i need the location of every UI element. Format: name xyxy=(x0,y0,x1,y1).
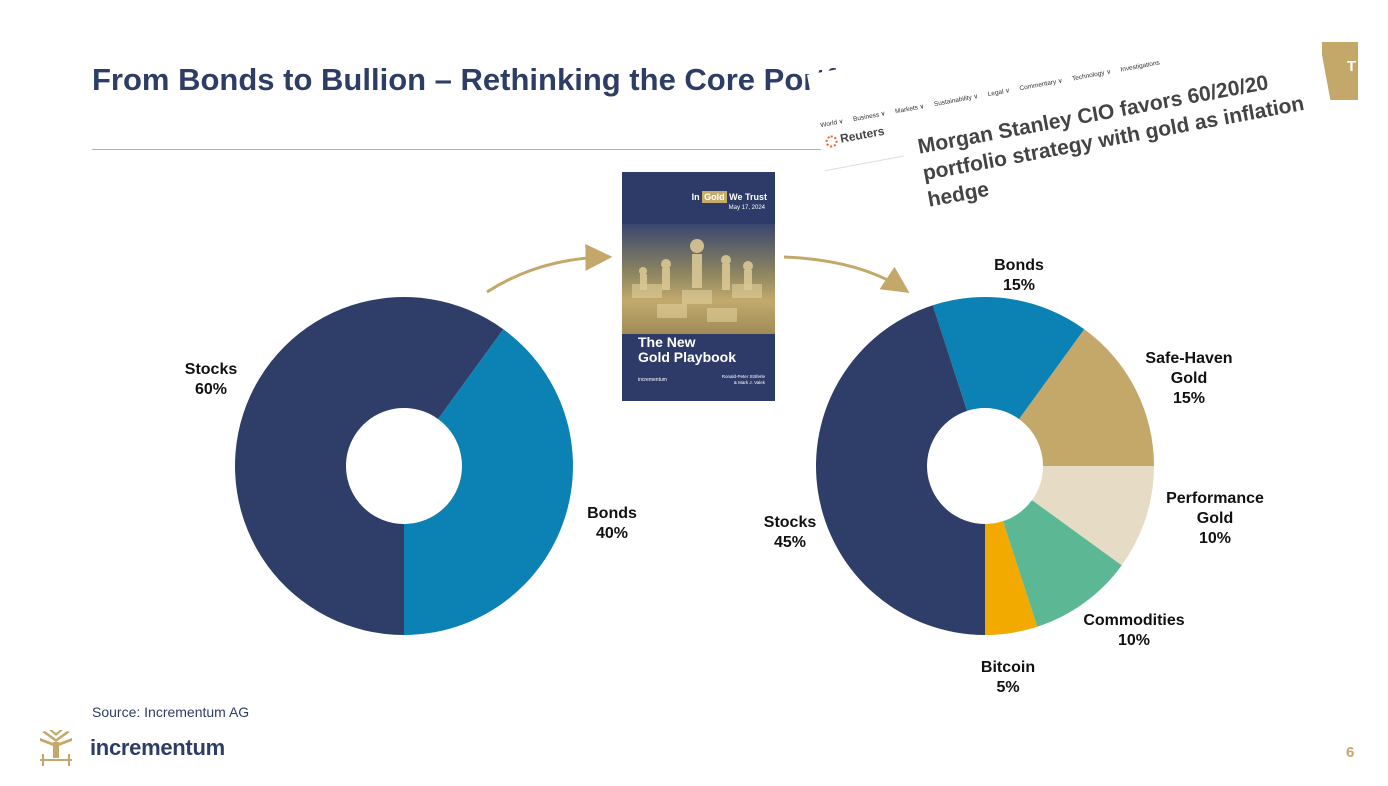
slice-label-bonds: Bonds 15% xyxy=(994,257,1044,294)
cover-title: The New Gold Playbook xyxy=(638,335,736,365)
title-divider xyxy=(92,149,1300,150)
arrow-to-new-portfolio xyxy=(783,255,910,293)
chart-current-portfolio: Stocks 60% Bonds 40% xyxy=(185,297,637,635)
cover-header-gold: Gold xyxy=(702,191,727,203)
slice-label-bonds: Bonds 40% xyxy=(587,505,637,542)
cover-author-1: Ronald-Peter Stöferle xyxy=(721,374,765,379)
slice-stocks xyxy=(816,305,985,635)
cover-header: In Gold We Trust xyxy=(691,191,767,203)
slice-performance-gold xyxy=(1031,466,1154,566)
incrementum-logo-text: incrementum xyxy=(90,735,225,760)
slice-bonds xyxy=(404,329,573,635)
slice-label-stocks: Stocks 60% xyxy=(185,361,238,398)
slice-label-commodities: Commodities 10% xyxy=(1083,612,1184,649)
cover-authors: Ronald-Peter Stöferle & Mark J. Valek xyxy=(722,374,765,386)
slice-bonds xyxy=(932,296,1085,420)
slice-stocks xyxy=(234,297,504,635)
slice-commodities xyxy=(1002,500,1122,627)
slice-label-performance-gold: Performance Gold 10% xyxy=(1166,490,1264,547)
chess-board-illustration xyxy=(622,224,775,334)
page-number: 6 xyxy=(1346,744,1355,761)
slice-bitcoin xyxy=(985,521,1038,635)
cover-title-line1: The New xyxy=(638,334,696,350)
slice-safe-haven-gold xyxy=(1019,329,1154,466)
cover-header-prefix: In xyxy=(691,192,700,202)
arrow-to-report xyxy=(486,243,613,294)
report-cover-image: In Gold We Trust May 17, 2024 The New Go… xyxy=(622,172,775,401)
cover-title-line2: Gold Playbook xyxy=(638,349,737,365)
cover-date: May 17, 2024 xyxy=(728,205,765,211)
slice-label-safe-haven-gold: Safe-Haven Gold 15% xyxy=(1145,350,1232,407)
cover-header-suffix: We Trust xyxy=(729,192,767,202)
source-note: Source: Incrementum AG xyxy=(92,704,250,720)
slice-label-bitcoin: Bitcoin 5% xyxy=(981,659,1035,696)
slice-label-stocks: Stocks 45% xyxy=(764,514,817,551)
chart-new-portfolio: Bonds 15% Safe-Haven Gold 15% Performance Gold… xyxy=(764,257,1264,696)
incrementum-logo-icon xyxy=(40,730,72,766)
slide-title: From Bonds to Bullion – Rethinking the C… xyxy=(92,62,892,97)
cover-author-2: & Mark J. Valek xyxy=(733,380,765,385)
cover-brand: incrementum xyxy=(638,377,667,383)
